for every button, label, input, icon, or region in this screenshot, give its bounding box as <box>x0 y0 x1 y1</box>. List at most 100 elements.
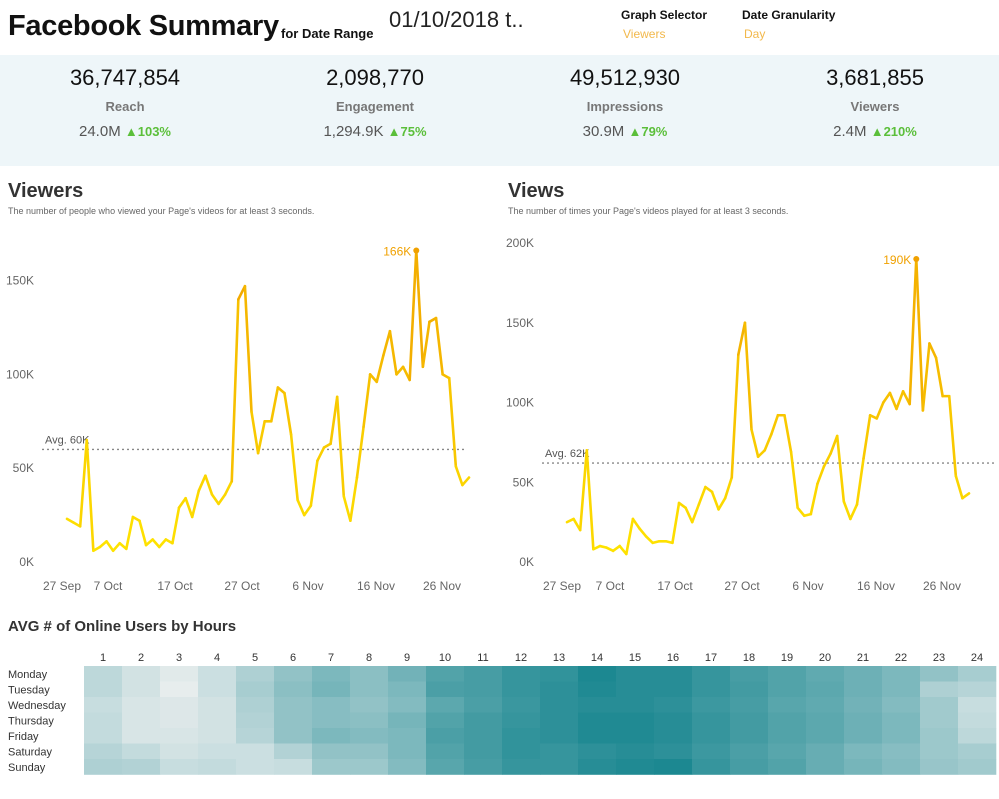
heatmap-cell[interactable] <box>578 743 617 760</box>
heatmap-cell[interactable] <box>920 728 959 744</box>
heatmap-cell[interactable] <box>160 681 199 698</box>
heatmap-cell[interactable] <box>312 743 351 760</box>
heatmap-cell[interactable] <box>464 759 503 775</box>
heatmap-cell[interactable] <box>540 759 579 775</box>
heatmap-cell[interactable] <box>540 666 579 682</box>
heatmap-cell[interactable] <box>692 697 731 713</box>
heatmap-cell[interactable] <box>388 697 427 713</box>
heatmap-cell[interactable] <box>730 759 769 775</box>
heatmap-cell[interactable] <box>122 666 161 682</box>
heatmap-cell[interactable] <box>768 712 807 729</box>
heatmap-cell[interactable] <box>654 712 693 729</box>
heatmap-cell[interactable] <box>312 759 351 775</box>
heatmap-cell[interactable] <box>464 666 503 682</box>
heatmap-cell[interactable] <box>388 712 427 729</box>
heatmap-cell[interactable] <box>920 666 959 682</box>
heatmap-cell[interactable] <box>312 728 351 744</box>
heatmap-cell[interactable] <box>654 728 693 744</box>
heatmap-cell[interactable] <box>464 728 503 744</box>
heatmap-cell[interactable] <box>502 728 541 744</box>
heatmap-cell[interactable] <box>502 681 541 698</box>
heatmap-cell[interactable] <box>958 759 997 775</box>
heatmap-cell[interactable] <box>730 697 769 713</box>
heatmap-cell[interactable] <box>502 697 541 713</box>
heatmap-cell[interactable] <box>198 712 237 729</box>
heatmap-cell[interactable] <box>236 697 275 713</box>
heatmap-cell[interactable] <box>312 712 351 729</box>
graph-selector[interactable]: Graph Selector Viewers <box>621 8 707 41</box>
heatmap-cell[interactable] <box>122 697 161 713</box>
heatmap-cell[interactable] <box>692 759 731 775</box>
heatmap-cell[interactable] <box>806 666 845 682</box>
heatmap-cell[interactable] <box>388 759 427 775</box>
heatmap-cell[interactable] <box>844 681 883 698</box>
heatmap-cell[interactable] <box>920 697 959 713</box>
heatmap-cell[interactable] <box>806 697 845 713</box>
heatmap-cell[interactable] <box>958 697 997 713</box>
heatmap-cell[interactable] <box>806 743 845 760</box>
heatmap-cell[interactable] <box>122 681 161 698</box>
heatmap-cell[interactable] <box>426 681 465 698</box>
heatmap-cell[interactable] <box>844 759 883 775</box>
heatmap-cell[interactable] <box>160 759 199 775</box>
heatmap-cell[interactable] <box>654 759 693 775</box>
heatmap-cell[interactable] <box>882 759 921 775</box>
heatmap-cell[interactable] <box>274 728 313 744</box>
heatmap-cell[interactable] <box>616 743 655 760</box>
heatmap-cell[interactable] <box>692 712 731 729</box>
heatmap-cell[interactable] <box>84 666 123 682</box>
heatmap-cell[interactable] <box>730 712 769 729</box>
heatmap-cell[interactable] <box>84 743 123 760</box>
heatmap-cell[interactable] <box>882 697 921 713</box>
heatmap-cell[interactable] <box>616 666 655 682</box>
heatmap-cell[interactable] <box>844 666 883 682</box>
heatmap-cell[interactable] <box>464 681 503 698</box>
date-granularity-value[interactable]: Day <box>744 27 766 41</box>
heatmap-cell[interactable] <box>160 728 199 744</box>
heatmap-cell[interactable] <box>882 666 921 682</box>
heatmap-cell[interactable] <box>768 681 807 698</box>
heatmap-cell[interactable] <box>122 759 161 775</box>
heatmap-cell[interactable] <box>920 743 959 760</box>
heatmap-cell[interactable] <box>388 666 427 682</box>
heatmap-cell[interactable] <box>958 666 997 682</box>
heatmap-cell[interactable] <box>768 743 807 760</box>
heatmap-cell[interactable] <box>274 712 313 729</box>
peak-marker[interactable] <box>413 247 420 254</box>
heatmap-cell[interactable] <box>350 681 389 698</box>
heatmap-cell[interactable] <box>502 666 541 682</box>
heatmap-cell[interactable] <box>654 666 693 682</box>
heatmap-cell[interactable] <box>920 681 959 698</box>
heatmap-cell[interactable] <box>578 666 617 682</box>
heatmap-cell[interactable] <box>616 712 655 729</box>
heatmap-cell[interactable] <box>274 697 313 713</box>
heatmap-cell[interactable] <box>768 697 807 713</box>
heatmap-cell[interactable] <box>84 712 123 729</box>
heatmap-cell[interactable] <box>692 681 731 698</box>
heatmap-cell[interactable] <box>426 697 465 713</box>
heatmap-cell[interactable] <box>502 712 541 729</box>
heatmap-cell[interactable] <box>692 743 731 760</box>
heatmap-cell[interactable] <box>426 743 465 760</box>
heatmap-cell[interactable] <box>958 728 997 744</box>
heatmap-cell[interactable] <box>540 681 579 698</box>
heatmap-cell[interactable] <box>730 666 769 682</box>
heatmap-cell[interactable] <box>502 759 541 775</box>
graph-selector-value[interactable]: Viewers <box>623 27 666 41</box>
heatmap-cell[interactable] <box>426 666 465 682</box>
heatmap-cell[interactable] <box>806 728 845 744</box>
heatmap-cell[interactable] <box>350 666 389 682</box>
heatmap-cell[interactable] <box>388 743 427 760</box>
heatmap-cell[interactable] <box>958 681 997 698</box>
heatmap-cell[interactable] <box>464 712 503 729</box>
heatmap-cell[interactable] <box>616 681 655 698</box>
heatmap-cell[interactable] <box>768 666 807 682</box>
heatmap-cell[interactable] <box>768 728 807 744</box>
heatmap-cell[interactable] <box>198 697 237 713</box>
heatmap-cell[interactable] <box>882 712 921 729</box>
heatmap-cell[interactable] <box>350 759 389 775</box>
heatmap-cell[interactable] <box>464 697 503 713</box>
heatmap-cell[interactable] <box>350 697 389 713</box>
heatmap-cell[interactable] <box>654 743 693 760</box>
heatmap-cell[interactable] <box>654 697 693 713</box>
